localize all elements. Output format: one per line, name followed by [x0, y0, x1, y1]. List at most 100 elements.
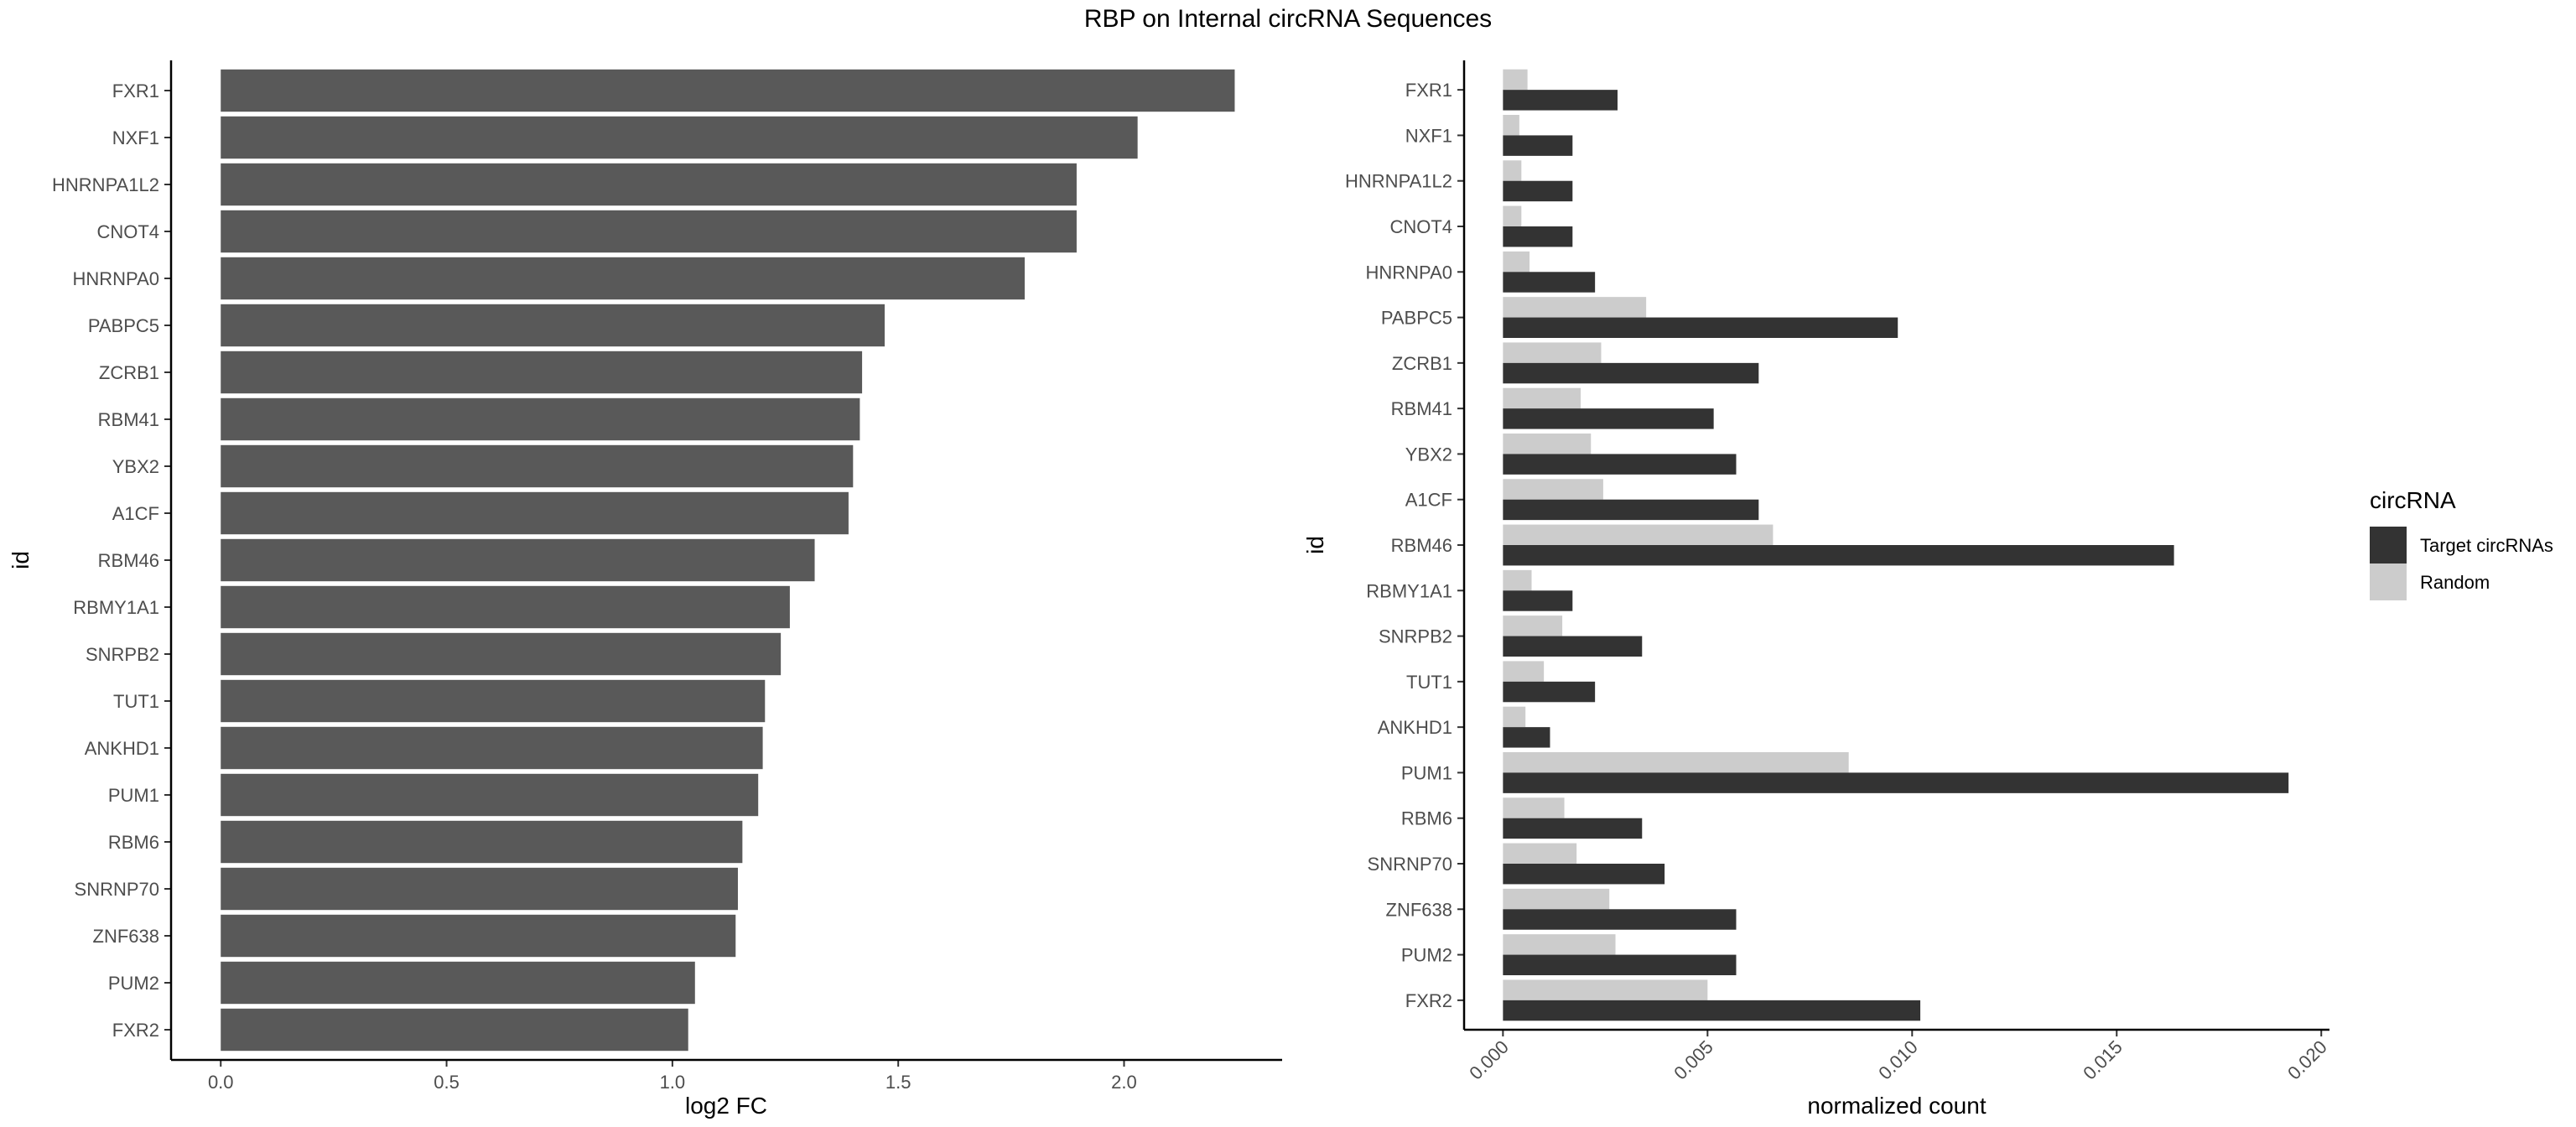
left-y-tick-label: YBX2 — [112, 456, 159, 477]
target-bar-rbmy1a1 — [1503, 590, 1573, 611]
left-bar-rbmy1a1 — [221, 585, 790, 629]
left-bar-cnot4 — [221, 210, 1077, 253]
left-bars — [221, 69, 1235, 1052]
right-y-tick-label: FXR2 — [1405, 990, 1452, 1011]
left-y-tick-label: ZNF638 — [93, 926, 159, 947]
left-bar-snrnp70 — [221, 867, 738, 911]
left-y-tick-label: HNRNPA1L2 — [52, 174, 159, 195]
right-y-tick-label: SNRNP70 — [1368, 854, 1452, 875]
random-bar-fxr2 — [1503, 979, 1708, 1000]
left-y-tick-label: FXR1 — [112, 80, 159, 101]
target-bar-rbm6 — [1503, 818, 1643, 839]
left-y-tick-label: HNRNPA0 — [72, 268, 159, 289]
left-bar-a1cf — [221, 491, 849, 535]
right-y-tick-label: PABPC5 — [1381, 308, 1452, 329]
left-y-axis-ticks: FXR1 NXF1 HNRNPA1L2 CNOT4 HNRNPA0 PABPC5 ZCRB1… — [52, 80, 171, 1041]
random-bar-cnot4 — [1503, 205, 1522, 226]
left-y-axis-title: id — [8, 551, 34, 569]
right-y-tick-label: RBM46 — [1391, 535, 1452, 556]
right-x-tick-label: 0.020 — [2283, 1036, 2331, 1084]
left-y-tick-label: SNRPB2 — [86, 644, 159, 665]
right-y-tick-label: FXR1 — [1405, 80, 1452, 101]
random-bar-hnrnpa1l2 — [1503, 160, 1522, 181]
left-y-tick-label: RBM6 — [108, 832, 159, 853]
random-bar-zcrb1 — [1503, 342, 1602, 363]
left-x-tick-label: 1.5 — [886, 1072, 911, 1093]
left-x-tick-label: 0.5 — [434, 1072, 460, 1093]
left-bar-nxf1 — [221, 116, 1138, 159]
left-y-tick-label: FXR2 — [112, 1020, 159, 1041]
target-bar-hnrnpa1l2 — [1503, 180, 1573, 202]
target-bar-znf638 — [1503, 909, 1737, 930]
target-bar-snrpb2 — [1503, 636, 1643, 657]
left-bar-fxr1 — [221, 69, 1235, 112]
target-bar-zcrb1 — [1503, 362, 1759, 384]
left-y-tick-label: PUM1 — [108, 785, 159, 806]
target-bar-ybx2 — [1503, 454, 1737, 475]
target-bar-a1cf — [1503, 499, 1759, 521]
left-y-tick-label: ANKHD1 — [85, 738, 159, 759]
right-y-tick-label: NXF1 — [1405, 125, 1452, 146]
random-bar-tut1 — [1503, 661, 1545, 682]
left-x-tick-label: 0.0 — [208, 1072, 234, 1093]
random-bar-pum2 — [1503, 934, 1616, 955]
right-y-tick-label: RBMY1A1 — [1366, 580, 1452, 601]
right-x-axis-title: normalized count — [1807, 1093, 1986, 1119]
right-x-tick-label: 0.010 — [1874, 1036, 1922, 1084]
legend: circRNA Target circRNAs Random — [2370, 487, 2553, 600]
left-y-tick-label: CNOT4 — [96, 221, 159, 242]
right-y-axis-title: id — [1302, 536, 1328, 554]
left-y-tick-label: PABPC5 — [88, 315, 159, 336]
random-bar-snrpb2 — [1503, 615, 1563, 636]
random-bar-ybx2 — [1503, 434, 1592, 454]
target-bar-rbm46 — [1503, 545, 2174, 566]
target-bar-pum1 — [1503, 772, 2289, 793]
left-y-tick-label: A1CF — [112, 503, 159, 524]
left-bar-znf638 — [221, 914, 736, 958]
left-bar-pabpc5 — [221, 304, 886, 347]
right-y-tick-label: RBM6 — [1401, 808, 1452, 829]
target-bar-snrnp70 — [1503, 864, 1665, 885]
random-bar-rbm41 — [1503, 387, 1581, 409]
left-y-tick-label: NXF1 — [112, 127, 159, 148]
left-y-tick-label: SNRNP70 — [75, 879, 159, 900]
random-bar-pabpc5 — [1503, 297, 1647, 318]
left-x-tick-label: 1.0 — [660, 1072, 686, 1093]
right-bars — [1503, 69, 2289, 1021]
right-y-tick-label: PUM1 — [1401, 762, 1452, 783]
random-bar-a1cf — [1503, 479, 1603, 500]
random-bar-rbm6 — [1503, 797, 1565, 818]
random-bar-hnrnpa0 — [1503, 251, 1530, 273]
target-bar-pabpc5 — [1503, 317, 1898, 338]
left-x-tick-label: 2.0 — [1111, 1072, 1137, 1093]
target-bar-ankhd1 — [1503, 727, 1550, 748]
right-y-tick-label: YBX2 — [1405, 444, 1452, 465]
left-bar-zcrb1 — [221, 351, 863, 394]
random-bar-rbmy1a1 — [1503, 569, 1532, 591]
right-y-tick-label: PUM2 — [1401, 945, 1452, 966]
right-y-axis-ticks: FXR1 NXF1 HNRNPA1L2 CNOT4 HNRNPA0 PABPC5 ZCRB1… — [1345, 80, 1464, 1011]
right-y-tick-label: A1CF — [1405, 490, 1452, 511]
left-y-tick-label: RBM46 — [98, 550, 159, 571]
random-bar-nxf1 — [1503, 115, 1519, 136]
random-bar-rbm46 — [1503, 524, 1774, 545]
right-y-tick-label: TUT1 — [1406, 672, 1452, 693]
legend-swatch-random — [2370, 564, 2407, 600]
right-y-tick-label: RBM41 — [1391, 398, 1452, 419]
target-bar-hnrnpa0 — [1503, 272, 1596, 293]
left-x-axis-title: log2 FC — [685, 1093, 767, 1119]
target-bar-rbm41 — [1503, 408, 1714, 429]
target-bar-nxf1 — [1503, 135, 1573, 156]
random-bar-fxr1 — [1503, 69, 1528, 91]
left-bar-hnrnpa1l2 — [221, 163, 1077, 206]
right-x-axis-ticks: 0.000 0.005 0.010 0.015 0.020 — [1465, 1030, 2331, 1084]
left-bar-pum1 — [221, 773, 759, 817]
target-bar-fxr1 — [1503, 90, 1618, 111]
random-bar-snrnp70 — [1503, 843, 1577, 864]
legend-swatch-target — [2370, 527, 2407, 564]
left-bar-rbm6 — [221, 820, 743, 864]
left-bar-fxr2 — [221, 1008, 688, 1052]
right-y-tick-label: ZNF638 — [1386, 899, 1452, 920]
target-bar-tut1 — [1503, 681, 1596, 703]
